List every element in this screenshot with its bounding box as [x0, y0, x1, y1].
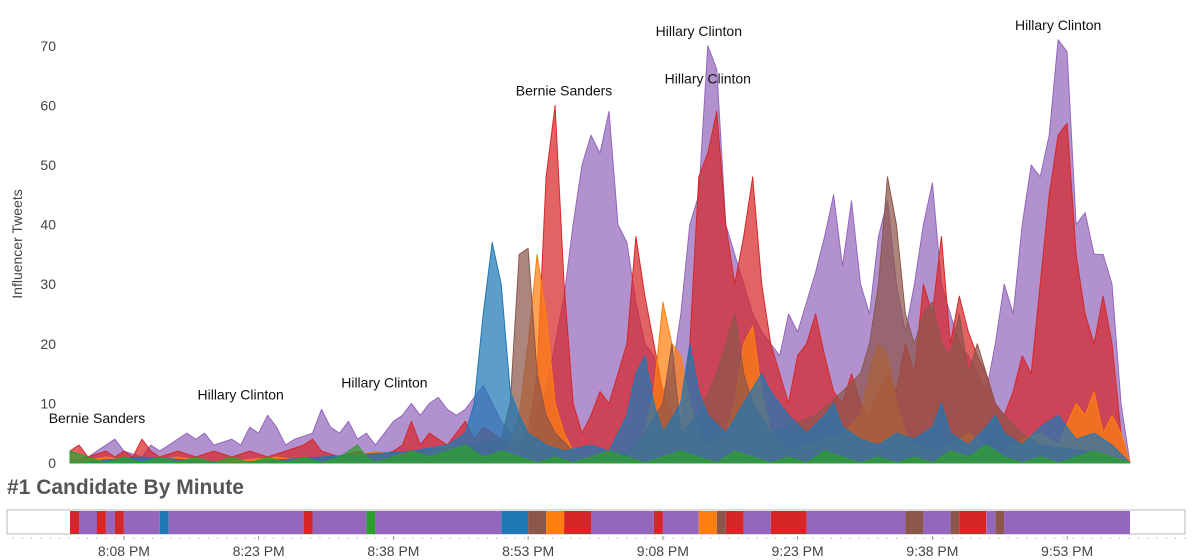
timeline-title: #1 Candidate By Minute: [7, 476, 244, 499]
timeline-segment: [591, 511, 654, 534]
x-tick-label: 8:38 PM: [367, 543, 419, 559]
candidate-timeline: [6, 509, 1186, 535]
y-tick-label: 10: [40, 395, 56, 411]
peak-label: Hillary Clinton: [665, 70, 751, 86]
y-axis-title: Influencer Tweets: [9, 189, 25, 298]
timeline-segment: [716, 511, 726, 534]
timeline-segment: [114, 511, 124, 534]
timeline-segment: [743, 511, 771, 534]
timeline-segment: [96, 511, 106, 534]
x-axis: 8:08 PM 8:23 PM 8:38 PM 8:53 PM 9:08 PM 9:23 …: [12, 536, 1186, 559]
peak-label: Hillary Clinton: [656, 23, 742, 39]
x-tick-label: 8:23 PM: [233, 543, 285, 559]
timeline-segment: [123, 511, 160, 534]
timeline-segment: [770, 511, 807, 534]
peak-label: Hillary Clinton: [341, 374, 427, 390]
timeline-segment: [1004, 511, 1130, 534]
y-tick-label: 20: [40, 336, 56, 352]
timeline-segment: [159, 511, 169, 534]
timeline-segment: [725, 511, 744, 534]
area-series-layer: [69, 39, 1131, 464]
timeline-segment: [662, 511, 699, 534]
timeline-segment: [995, 511, 1005, 534]
x-tick-label: 9:08 PM: [637, 543, 689, 559]
timeline-segment: [366, 511, 376, 534]
timeline-segment: [564, 511, 591, 534]
timeline-segment: [905, 511, 924, 534]
timeline-segment: [303, 511, 313, 534]
x-tick-label: 9:23 PM: [772, 543, 824, 559]
y-axis: 0 10 20 30 40 50 60 70: [40, 38, 56, 471]
y-tick-label: 40: [40, 217, 56, 233]
timeline-segment: [375, 511, 502, 534]
timeline-segment: [546, 511, 565, 534]
x-tick-label: 9:38 PM: [906, 543, 958, 559]
y-tick-label: 0: [48, 455, 56, 471]
y-tick-label: 60: [40, 97, 56, 113]
peak-label: Hillary Clinton: [1015, 17, 1101, 33]
timeline-segment: [168, 511, 304, 534]
timeline-segment: [312, 511, 367, 534]
timeline-segment: [79, 511, 97, 534]
timeline-segment: [528, 511, 547, 534]
y-tick-label: 70: [40, 38, 56, 54]
y-tick-label: 30: [40, 276, 56, 292]
x-tick-label: 8:08 PM: [98, 543, 150, 559]
annotation-layer: Bernie Sanders Hillary Clinton Hillary Cli…: [49, 17, 1102, 426]
timeline-segment: [698, 511, 717, 534]
timeline-segment: [923, 511, 951, 534]
area-series-5: [69, 242, 1131, 464]
timeline-segment: [986, 511, 996, 534]
x-tick-label: 9:53 PM: [1041, 543, 1093, 559]
area-series-6: [69, 444, 1131, 464]
y-tick-label: 50: [40, 157, 56, 173]
peak-label: Hillary Clinton: [197, 386, 283, 402]
timeline-segment: [950, 511, 960, 534]
timeline-segment: [501, 511, 529, 534]
timeline-segment: [105, 511, 115, 534]
peak-label: Bernie Sanders: [516, 82, 613, 98]
peak-label: Bernie Sanders: [49, 410, 146, 426]
timeline-segment: [959, 511, 987, 534]
timeline-segment: [70, 511, 79, 534]
timeline-segment: [806, 511, 906, 534]
x-tick-label: 8:53 PM: [502, 543, 554, 559]
timeline-segment: [653, 511, 663, 534]
